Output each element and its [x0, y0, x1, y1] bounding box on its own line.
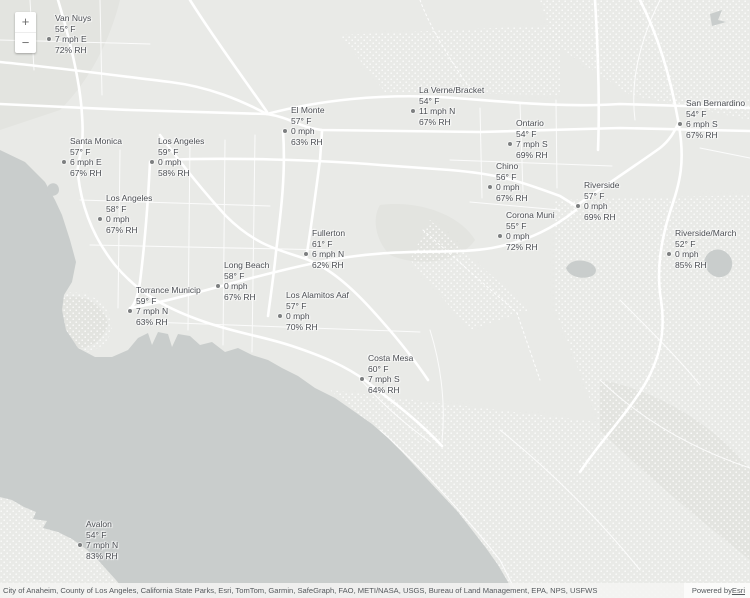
station-marker-icon[interactable] — [98, 217, 102, 221]
station-marker-icon[interactable] — [128, 309, 132, 313]
zoom-in-button[interactable]: + — [21, 14, 30, 29]
station-marker-icon[interactable] — [576, 204, 580, 208]
esri-link[interactable]: Esri — [731, 586, 745, 595]
openspace-texture — [55, 0, 750, 598]
station-marker-icon[interactable] — [304, 252, 308, 256]
station-marker-icon[interactable] — [488, 185, 492, 189]
station-marker-icon[interactable] — [47, 37, 51, 41]
station-marker-icon[interactable] — [78, 543, 82, 547]
station-marker-icon[interactable] — [150, 160, 154, 164]
powered-by-text: Powered by — [691, 586, 732, 595]
zoom-control-divider — [15, 32, 36, 33]
station-marker-icon[interactable] — [678, 122, 682, 126]
station-marker-icon[interactable] — [62, 160, 66, 164]
station-marker-icon[interactable] — [283, 129, 287, 133]
station-marker-icon[interactable] — [360, 377, 364, 381]
zoom-out-button[interactable]: − — [21, 35, 30, 50]
station-marker-icon[interactable] — [498, 234, 502, 238]
station-marker-icon[interactable] — [508, 142, 512, 146]
attribution-sources: City of Anaheim, County of Los Angeles, … — [3, 586, 598, 595]
station-marker-icon[interactable] — [278, 314, 282, 318]
ocean — [0, 150, 514, 598]
station-marker-icon[interactable] — [411, 109, 415, 113]
lakes — [47, 10, 733, 278]
powered-by: Powered by Esri — [683, 583, 750, 598]
attribution-bar: City of Anaheim, County of Los Angeles, … — [0, 583, 750, 598]
catalina-island — [0, 497, 128, 598]
station-marker-icon[interactable] — [667, 252, 671, 256]
zoom-control: + − — [15, 12, 36, 53]
station-marker-icon[interactable] — [216, 284, 220, 288]
